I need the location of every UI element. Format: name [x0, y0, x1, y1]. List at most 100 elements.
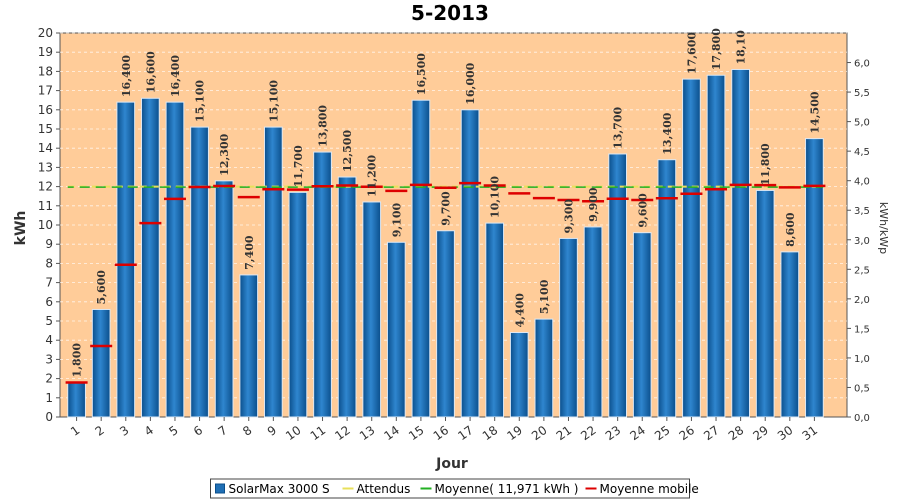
y-tick-label: 5 [45, 314, 53, 328]
bar [805, 138, 824, 418]
y-tick-label: 20 [38, 26, 53, 40]
bar [559, 237, 578, 418]
x-tick-label: 22 [578, 423, 599, 443]
y-tick-label: 8 [45, 256, 53, 270]
x-tick-label: 24 [627, 423, 648, 443]
bar [682, 78, 701, 418]
data-label: 11,800 [759, 143, 772, 185]
y2-tick-label: 2,0 [854, 295, 870, 306]
data-label: 13,400 [661, 112, 674, 154]
y-tick-label: 19 [38, 45, 53, 59]
data-label: 12,300 [218, 133, 231, 175]
chart-title: 5-2013 [411, 1, 489, 25]
y-tick-label: 17 [38, 84, 53, 98]
data-label: 16,400 [120, 55, 133, 97]
y2-tick-label: 4,5 [854, 147, 870, 158]
y-axis-label: kWh [13, 211, 29, 246]
legend: SolarMax 3000 S Attendus Moyenne( 11,971 k… [210, 478, 699, 499]
x-tick-label: 4 [142, 423, 156, 439]
x-tick-label: 20 [529, 423, 550, 443]
bar [263, 126, 283, 418]
data-label: 7,400 [243, 235, 256, 270]
data-label: 15,100 [194, 80, 207, 122]
y-tick-label: 10 [38, 218, 53, 232]
bar [386, 241, 406, 418]
x-tick-label: 12 [332, 423, 353, 443]
bar [239, 274, 259, 418]
legend-label: Moyenne( 11,971 kWh ) [435, 482, 579, 496]
data-label: 9,900 [587, 187, 600, 222]
plot-area: 1,800 5,600 16,400 16,600 16,400 15,100 12,300… [59, 28, 848, 418]
y-tick-label: 4 [45, 333, 53, 347]
bar [436, 230, 455, 418]
legend-label: Moyenne mobile [600, 482, 699, 496]
y-tick-label: 18 [38, 64, 53, 78]
legend-box [210, 478, 690, 499]
data-label: 17,600 [685, 32, 698, 74]
bar [190, 126, 209, 418]
x-tick-label: 3 [117, 423, 131, 439]
bar [632, 232, 652, 418]
x-tick-label: 15 [406, 423, 427, 443]
y2-tick-label: 3,5 [854, 206, 870, 217]
y-tick-label: 6 [45, 295, 53, 309]
bar [485, 222, 505, 418]
data-label: 9,100 [390, 202, 403, 237]
bar [706, 74, 726, 418]
x-tick-label: 2 [93, 423, 107, 439]
data-label: 8,600 [784, 212, 797, 247]
data-label: 17,800 [710, 28, 723, 70]
y2-tick-label: 0,0 [854, 413, 870, 424]
x-tick-label: 23 [603, 423, 624, 443]
y2-tick-label: 4,0 [854, 177, 870, 188]
bar [755, 189, 775, 418]
x-axis-label: Jour [435, 456, 468, 472]
x-axis: 1 2 3 4 5 6 7 8 9 10 11 12 13 14 15 16 17 18 19 20 21 22 23 24 2… [68, 417, 820, 443]
y-tick-label: 13 [38, 160, 53, 174]
x-tick-label: 11 [308, 423, 329, 443]
data-label: 5,600 [95, 270, 108, 305]
y2-tick-label: 0,5 [854, 383, 870, 394]
bar [116, 101, 136, 418]
y2-tick-label: 3,0 [854, 236, 870, 247]
bar [67, 381, 86, 418]
y-tick-label: 0 [45, 410, 53, 424]
data-label: 14,500 [808, 91, 821, 133]
x-tick-label: 27 [701, 423, 722, 443]
y2-tick-label: 6,0 [854, 59, 870, 70]
x-tick-label: 28 [726, 423, 747, 443]
x-tick-label: 30 [775, 423, 796, 443]
bar [214, 180, 234, 418]
x-tick-label: 13 [357, 423, 378, 443]
bar [780, 251, 800, 418]
data-label: 11,700 [292, 145, 305, 187]
x-tick-label: 26 [677, 423, 698, 443]
data-label: 16,400 [169, 55, 182, 97]
x-tick-label: 31 [800, 423, 821, 443]
x-tick-label: 10 [283, 423, 304, 443]
x-tick-label: 1 [68, 423, 82, 439]
x-tick-label: 19 [504, 423, 525, 443]
data-label: 13,800 [317, 105, 330, 147]
x-tick-label: 25 [652, 423, 673, 443]
bar [91, 308, 111, 418]
bar [313, 151, 332, 418]
data-label: 5,100 [538, 279, 551, 314]
data-label: 1,800 [71, 343, 84, 378]
data-label: 4,400 [513, 293, 526, 328]
bar [460, 109, 480, 418]
y2-tick-label: 1,0 [854, 354, 870, 365]
bar [411, 99, 431, 418]
data-label: 16,600 [144, 51, 157, 93]
x-tick-label: 6 [191, 423, 205, 439]
legend-label: SolarMax 3000 S [229, 482, 330, 496]
x-tick-label: 21 [554, 423, 575, 443]
y-tick-label: 12 [38, 180, 53, 194]
x-tick-label: 18 [480, 423, 501, 443]
data-label: 9,300 [562, 199, 575, 234]
legend-label: Attendus [357, 482, 411, 496]
data-label: 9,600 [636, 193, 649, 228]
bar [165, 101, 185, 418]
